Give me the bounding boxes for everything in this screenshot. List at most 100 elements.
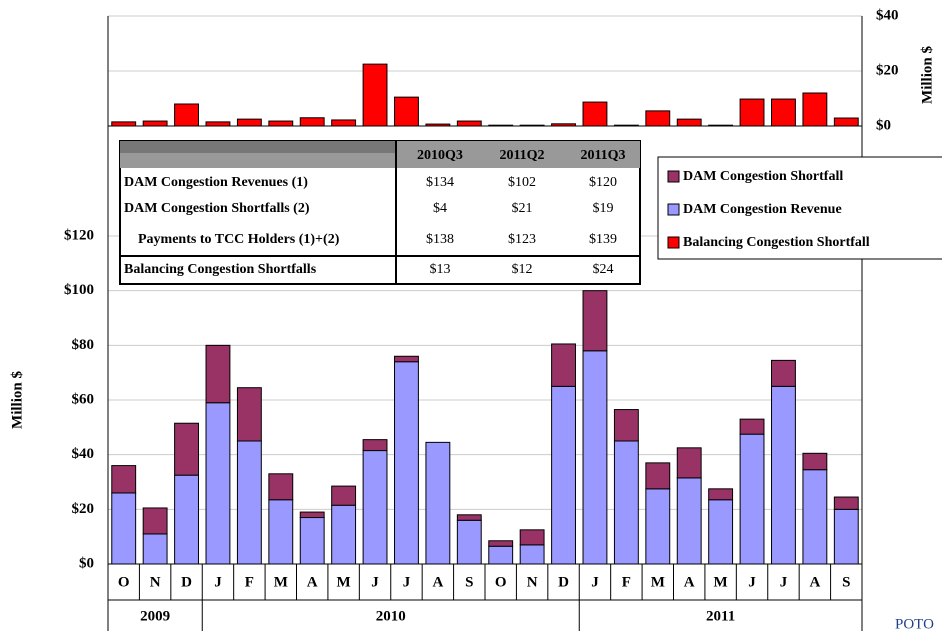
x-tick-label: A [809, 574, 820, 590]
y2-tick-label: $40 [876, 7, 899, 23]
table-cell: $12 [512, 262, 533, 277]
bar [582, 350, 608, 565]
bar [205, 121, 231, 127]
bar [488, 540, 514, 547]
bar [174, 422, 199, 476]
bar [268, 473, 294, 501]
bar [519, 544, 545, 565]
bar [802, 92, 828, 127]
bar [551, 343, 576, 387]
bar [676, 477, 702, 565]
bar [299, 117, 325, 127]
bar [456, 120, 482, 127]
bar [142, 507, 168, 535]
legend-swatch [667, 170, 680, 183]
x-tick-label: S [465, 574, 473, 590]
x-group-label: 2010 [376, 608, 406, 624]
bar [174, 474, 199, 565]
x-tick-label: J [748, 574, 756, 590]
table-cell: $102 [508, 175, 536, 190]
x-group-label: 2011 [706, 608, 735, 624]
bar [708, 488, 734, 501]
logo: POTO [895, 616, 934, 631]
table-row-label: DAM Congestion Revenues (1) [124, 175, 308, 190]
bar [456, 514, 482, 521]
x-tick-label: O [118, 574, 130, 590]
bar [739, 433, 765, 565]
x-tick-label: N [150, 574, 161, 590]
table-row-label: Balancing Congestion Shortfalls [124, 262, 317, 277]
table-cell: $24 [593, 262, 614, 277]
y2-tick-label: $0 [876, 117, 891, 133]
bar [205, 344, 231, 404]
bar [645, 110, 671, 127]
y-tick-label: $80 [72, 337, 95, 353]
x-tick-label: F [245, 574, 254, 590]
table-cell: $21 [512, 201, 533, 216]
bar [676, 118, 702, 127]
bar [362, 450, 388, 565]
y-tick-label: $20 [72, 501, 95, 517]
x-tick-label: M [337, 574, 351, 590]
bar [299, 511, 325, 519]
table-cell: $13 [430, 262, 451, 277]
table-cell: $134 [426, 175, 454, 190]
x-tick-label: M [651, 574, 665, 590]
bar [236, 118, 262, 127]
x-tick-label: J [214, 574, 222, 590]
bar [833, 496, 859, 510]
y2-tick-label: $20 [876, 62, 899, 78]
table-cell: $120 [589, 175, 617, 190]
x-tick-label: D [558, 574, 569, 590]
legend-swatch [667, 203, 680, 216]
bar [425, 441, 451, 565]
bar [111, 121, 137, 127]
table-cell: $138 [426, 232, 454, 247]
bar [551, 385, 576, 565]
table-cell: $4 [433, 201, 447, 216]
bar [331, 119, 357, 127]
bar [802, 452, 828, 471]
x-tick-label: J [403, 574, 411, 590]
table-cell: $123 [508, 232, 536, 247]
bar [833, 117, 859, 127]
bar [613, 440, 639, 565]
bar [833, 508, 859, 565]
bar [362, 63, 388, 127]
table-column-header: 2010Q3 [417, 148, 463, 163]
x-tick-label: J [371, 574, 379, 590]
table-header-band [120, 141, 396, 153]
bar [739, 418, 765, 435]
bar [771, 385, 796, 565]
x-tick-label: J [780, 574, 788, 590]
bar [519, 529, 545, 546]
x-tick-label: A [432, 574, 443, 590]
y2-axis-label: Million $ [919, 46, 935, 104]
bar [456, 519, 482, 565]
bar [802, 469, 828, 565]
legend-bg [657, 156, 942, 260]
x-tick-label: S [842, 574, 850, 590]
y-axis-label: Million $ [9, 371, 25, 429]
legend-label: DAM Congestion Revenue [683, 202, 842, 217]
bar [268, 499, 294, 565]
legend-label: Balancing Congestion Shortfall [683, 235, 870, 250]
bar [582, 290, 608, 352]
legend-label: DAM Congestion Shortfall [683, 169, 843, 184]
y-tick-label: $60 [72, 391, 95, 407]
y-tick-label: $120 [64, 227, 94, 243]
table-row-label: Payments to TCC Holders (1)+(2) [138, 232, 340, 247]
x-tick-label: M [714, 574, 728, 590]
bar [771, 98, 796, 127]
table-row-label: DAM Congestion Shortfalls (2) [124, 201, 310, 216]
bar [299, 517, 325, 565]
x-tick-label: A [307, 574, 318, 590]
table-cell: $19 [593, 201, 614, 216]
x-tick-label: N [527, 574, 538, 590]
bar [331, 485, 357, 506]
y-tick-label: $40 [72, 446, 95, 462]
x-group-label: 2009 [140, 608, 170, 624]
bar [268, 120, 294, 127]
bar [582, 101, 608, 127]
